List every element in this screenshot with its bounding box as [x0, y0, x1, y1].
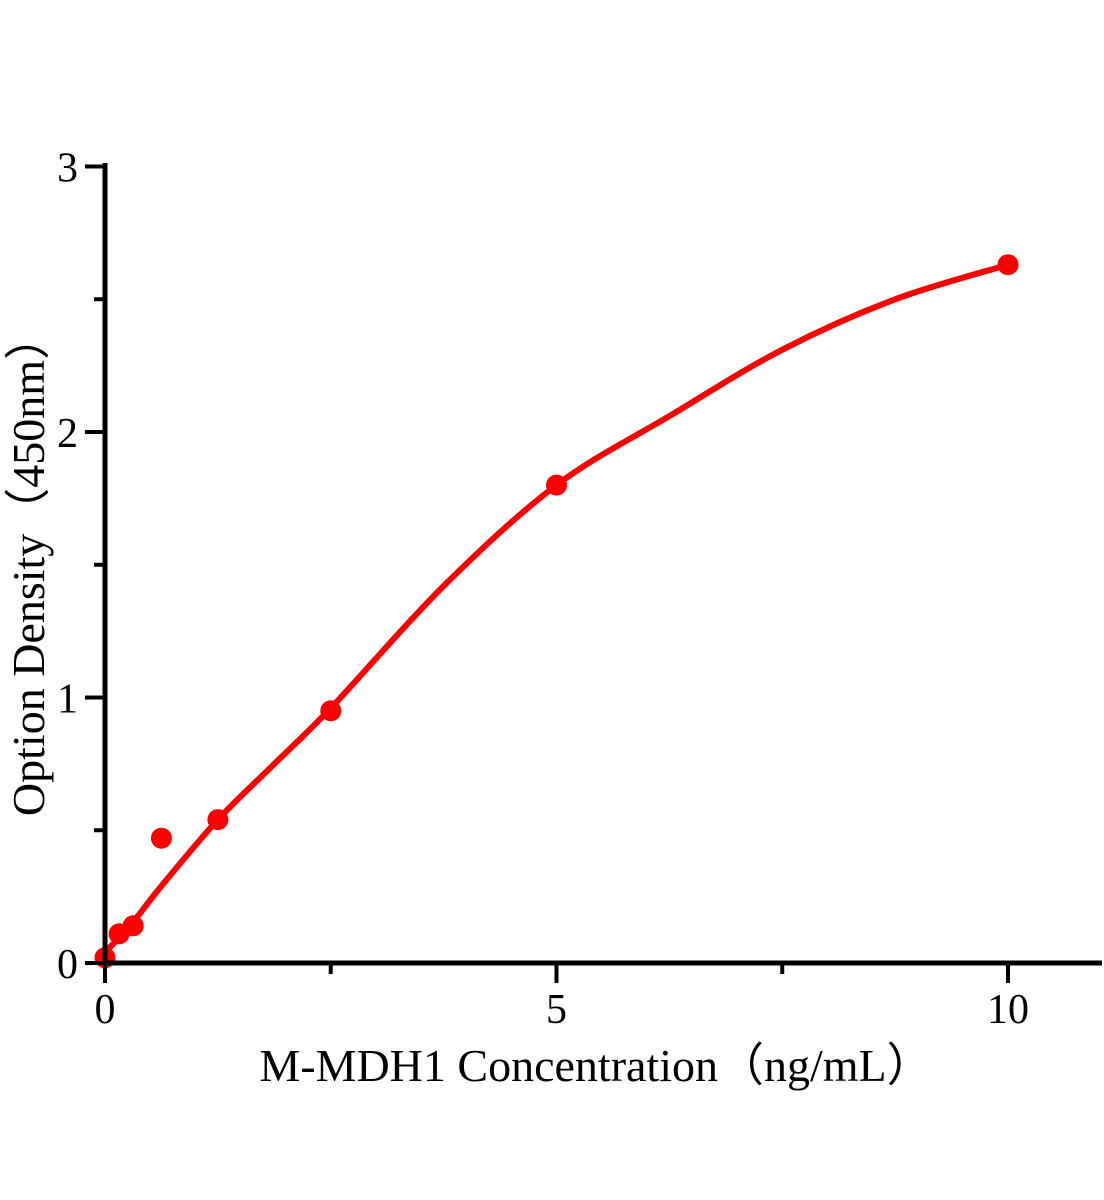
data-point [546, 474, 567, 496]
x-axis-title: M-MDH1 Concentration（ng/mL） [259, 1040, 932, 1091]
data-point [150, 827, 172, 849]
x-tick-label: 10 [987, 987, 1029, 1033]
y-tick-label: 0 [57, 942, 78, 988]
data-point [207, 809, 229, 831]
data-point [320, 700, 342, 722]
y-axis-ticks: 0 1 2 3 [57, 146, 105, 988]
x-axis-ticks: 0 5 10 [95, 963, 1029, 1033]
y-tick-label: 3 [57, 146, 78, 192]
data-point [122, 915, 144, 937]
data-point [997, 254, 1019, 276]
data-points [94, 254, 1019, 969]
x-tick-label: 0 [95, 987, 116, 1033]
y-tick-label: 2 [57, 411, 78, 457]
y-tick-label: 1 [57, 677, 78, 723]
fit-curve-line [102, 261, 1011, 956]
x-tick-label: 5 [546, 987, 567, 1033]
y-axis-title: Option Density（450nm） [3, 314, 54, 816]
